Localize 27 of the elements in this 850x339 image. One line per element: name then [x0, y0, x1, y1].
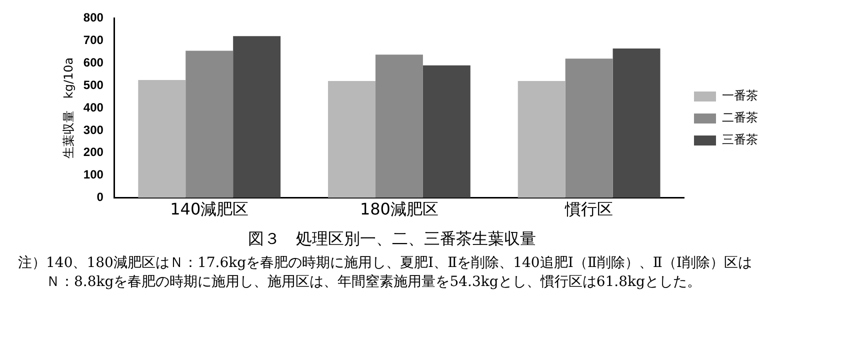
bar — [328, 81, 376, 198]
text: 図３ 処理区別一、二、三番茶生葉収量 — [248, 229, 537, 250]
bar — [233, 36, 281, 198]
y-tick-label: 300 — [83, 122, 104, 137]
x-tick-label: 140減肥区 — [170, 200, 249, 219]
y-tick-label: 200 — [83, 145, 104, 160]
y-axis-title: 生葉収量 kg/10a — [61, 57, 76, 159]
x-tick-label: 180減肥区 — [360, 200, 438, 219]
y-tick-label: 0 — [96, 190, 104, 204]
bar — [138, 80, 186, 198]
bar — [186, 50, 234, 198]
bar — [422, 65, 470, 198]
bar — [375, 54, 423, 198]
y-tick-label: 500 — [83, 78, 104, 92]
y-tick-label: 400 — [83, 100, 104, 114]
y-tick-label: 700 — [83, 32, 104, 47]
bar — [565, 58, 613, 198]
bar — [612, 48, 660, 198]
y-tick-label: 600 — [83, 55, 104, 70]
legend-label: 三番茶 — [722, 132, 758, 147]
y-tick-label: 100 — [83, 168, 104, 182]
bar — [518, 81, 566, 198]
legend-label: 二番茶 — [722, 110, 758, 125]
y-tick-label: 800 — [83, 10, 104, 25]
text: 注）140、180減肥区はＮ：17.6kgを春肥の時期に施用し、夏肥Ⅰ、Ⅱを削除、140追肥Ⅰ（Ⅱ削除）、Ⅱ（Ⅰ削除）区はＮ：8.8kgを春肥の時期に施用し、施用区は、年間窒素施用量を54.3kgとし、慣行区は61.8kgとした。 — [18, 254, 753, 292]
x-tick-label: 慣行区 — [564, 200, 614, 219]
legend-label: 一番茶 — [722, 88, 758, 103]
